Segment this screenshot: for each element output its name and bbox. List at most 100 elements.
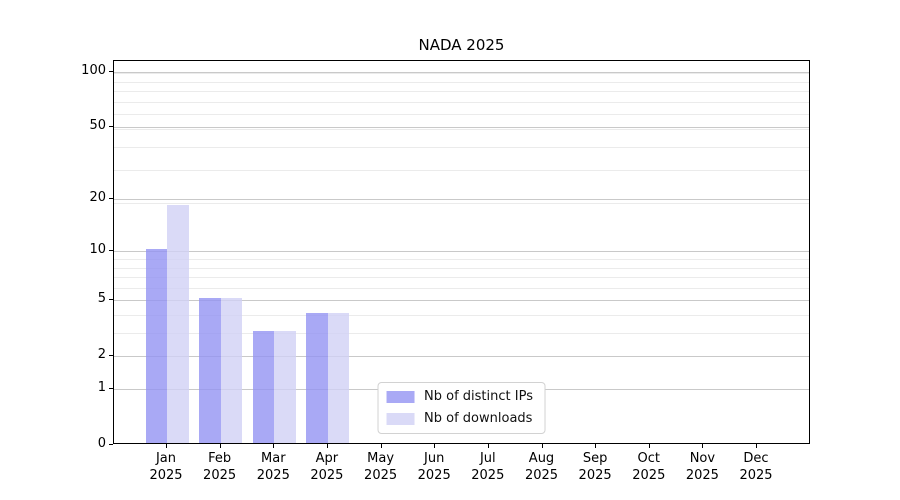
x-tick-label-month: Jan <box>155 451 177 466</box>
x-tick-label-year: 2025 <box>685 468 719 483</box>
x-tick-mark <box>273 444 275 448</box>
gridline-major <box>114 127 809 129</box>
gridline-minor <box>114 129 809 130</box>
x-tick-mark <box>487 444 489 448</box>
x-tick-mark <box>219 444 221 448</box>
x-tick-label-year: 2025 <box>739 468 773 483</box>
legend-swatch-distinct-ips-icon <box>386 391 415 403</box>
gridline-minor <box>114 81 809 83</box>
y-tick-label: 50 <box>89 118 106 134</box>
gridline-minor <box>114 333 809 334</box>
gridline-minor <box>114 147 809 148</box>
gridline-minor <box>114 277 809 278</box>
x-tick-label: Dec 2025 <box>728 450 784 484</box>
y-tick-label: 10 <box>89 242 106 258</box>
x-tick-label-year: 2025 <box>471 468 505 483</box>
x-tick-mark <box>380 444 382 448</box>
x-tick-label-month: Sep <box>582 451 608 466</box>
legend-label-downloads: Nb of downloads <box>424 411 533 426</box>
x-tick-label: Feb 2025 <box>192 450 248 484</box>
gridline-minor <box>114 91 809 92</box>
gridline-minor <box>114 287 809 289</box>
x-tick-label-month: Jul <box>479 451 496 466</box>
gridline-major <box>114 356 809 358</box>
x-tick-label: Sep 2025 <box>567 450 623 484</box>
y-tick-label: 20 <box>89 190 106 206</box>
x-tick-label-year: 2025 <box>310 468 344 483</box>
chart-title: NADA 2025 <box>418 36 505 54</box>
x-tick-label: Jul 2025 <box>460 450 516 484</box>
bar-apr-distinct-ips <box>306 313 328 443</box>
y-tick-mark <box>109 126 113 128</box>
legend-row: Nb of distinct IPs <box>386 390 533 404</box>
x-tick-label-year: 2025 <box>364 468 398 483</box>
x-tick-mark <box>326 444 328 448</box>
x-tick-label-month: Oct <box>637 451 661 466</box>
legend-swatch-downloads-icon <box>386 413 415 425</box>
x-tick-label: Apr 2025 <box>299 450 355 484</box>
bar-apr-downloads <box>327 313 350 443</box>
y-tick-mark <box>109 355 113 357</box>
x-tick-label-month: Nov <box>689 451 716 466</box>
gridline-minor <box>114 73 809 74</box>
x-tick-label: Jan 2025 <box>138 450 194 484</box>
gridline-minor <box>114 267 809 269</box>
x-tick-label-year: 2025 <box>524 468 559 483</box>
bar-jan-distinct-ips <box>145 249 167 443</box>
x-tick-mark <box>648 444 650 448</box>
x-tick-mark <box>702 444 704 448</box>
x-tick-mark <box>541 444 543 448</box>
y-tick-mark <box>109 388 113 389</box>
x-tick-label: Nov 2025 <box>674 450 730 484</box>
x-tick-label-year: 2025 <box>632 468 666 483</box>
x-tick-mark <box>756 444 757 448</box>
x-tick-label: Oct 2025 <box>621 450 677 484</box>
y-tick-mark <box>109 250 113 252</box>
bar-mar-distinct-ips <box>252 331 275 443</box>
x-tick-label-month: May <box>367 451 395 466</box>
gridline-minor <box>114 170 809 172</box>
y-tick-label: 5 <box>97 291 106 307</box>
legend: Nb of distinct IPs Nb of downloads <box>377 382 546 434</box>
gridline-major <box>114 251 809 253</box>
x-tick-label: Jun 2025 <box>406 450 462 484</box>
x-tick-label-year: 2025 <box>256 468 290 483</box>
gridline-major <box>114 199 809 201</box>
gridline-minor <box>114 259 809 260</box>
plot-area: Nb of distinct IPs Nb of downloads <box>113 60 810 444</box>
x-tick-label: May 2025 <box>353 450 409 484</box>
gridline-major <box>114 300 809 302</box>
x-tick-label-month: Mar <box>261 451 286 466</box>
y-tick-label: 2 <box>97 347 106 363</box>
gridline-minor <box>114 203 809 204</box>
legend-label-distinct-ips: Nb of distinct IPs <box>424 389 533 404</box>
y-tick-mark <box>109 198 113 200</box>
x-tick-label-year: 2025 <box>417 468 451 483</box>
gridline-minor <box>114 315 809 316</box>
x-tick-label-year: 2025 <box>578 468 612 483</box>
gridline-minor <box>114 114 809 116</box>
legend-row: Nb of downloads <box>386 412 533 426</box>
x-tick-label: Aug 2025 <box>514 450 570 484</box>
x-tick-label-year: 2025 <box>203 468 237 483</box>
x-tick-label-month: Dec <box>743 451 769 466</box>
bar-feb-downloads <box>220 298 243 443</box>
y-tick-mark <box>109 299 113 301</box>
x-tick-mark <box>434 444 436 448</box>
x-tick-label-month: Aug <box>528 451 555 466</box>
y-tick-mark <box>109 71 113 73</box>
x-tick-label: Mar 2025 <box>245 450 301 484</box>
gridline-major <box>114 72 809 74</box>
gridline-minor <box>114 101 809 103</box>
x-tick-label-month: Apr <box>315 451 339 466</box>
bar-jan-downloads <box>167 205 189 443</box>
bar-mar-downloads <box>274 331 296 443</box>
x-tick-label-month: Jun <box>424 451 445 466</box>
x-tick-mark <box>166 444 167 448</box>
x-tick-mark <box>595 444 597 448</box>
y-tick-label: 0 <box>97 436 106 451</box>
bar-feb-distinct-ips <box>199 298 221 443</box>
x-tick-label-month: Feb <box>208 451 232 466</box>
y-tick-label: 100 <box>81 63 106 79</box>
